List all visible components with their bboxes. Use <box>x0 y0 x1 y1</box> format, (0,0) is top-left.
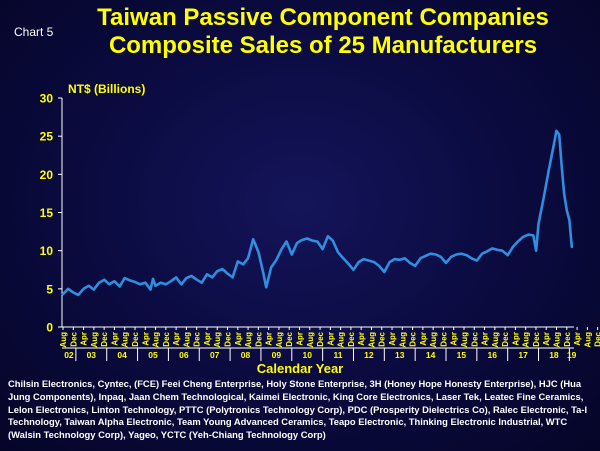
x-month-label: Aug <box>522 332 531 348</box>
x-month-label: Dec <box>409 331 418 346</box>
x-year-label: 13 <box>395 350 405 360</box>
x-year-label: 10 <box>302 350 312 360</box>
x-year-label: 16 <box>488 350 498 360</box>
x-year-label: 15 <box>457 350 467 360</box>
x-year-label: 18 <box>549 350 559 360</box>
x-month-label: Aug <box>121 332 130 348</box>
x-year-label: 08 <box>241 350 251 360</box>
x-month-label: Dec <box>594 331 600 346</box>
x-month-label: Dec <box>254 331 263 346</box>
x-month-label: Dec <box>193 331 202 346</box>
x-month-label: Apr <box>419 332 428 346</box>
x-year-label: 07 <box>210 350 220 360</box>
x-month-label: Apr <box>511 332 520 346</box>
x-month-label: Apr <box>141 332 150 346</box>
x-month-label: Dec <box>100 331 109 346</box>
y-tick-label: 15 <box>40 206 54 220</box>
x-year-label: 14 <box>426 350 436 360</box>
x-month-label: Aug <box>244 332 253 348</box>
x-month-label: Apr <box>110 332 119 346</box>
x-month-label: Apr <box>80 332 89 346</box>
x-month-label: Dec <box>532 331 541 346</box>
x-month-label: Apr <box>234 332 243 346</box>
x-month-label: Aug <box>398 332 407 348</box>
chart-title-line1: Taiwan Passive Component Companies <box>97 4 549 31</box>
chart-title: Taiwan Passive Component Companies Compo… <box>58 4 588 60</box>
x-month-label: Aug <box>306 332 315 348</box>
y-tick-label: 25 <box>40 130 54 144</box>
x-month-label: Apr <box>573 332 582 346</box>
x-month-label: Apr <box>203 332 212 346</box>
x-year-label: 17 <box>518 350 528 360</box>
y-tick-label: 5 <box>46 282 53 296</box>
x-month-label: Dec <box>378 331 387 346</box>
x-month-label: Aug <box>337 332 346 348</box>
y-tick-label: 30 <box>40 92 54 106</box>
x-month-label: Apr <box>542 332 551 346</box>
x-month-label: Dec <box>285 331 294 346</box>
chart-subtitle: Composite Sales of 25 Manufacturers <box>108 32 538 59</box>
x-month-label: Aug <box>491 332 500 348</box>
chart-number-label: Chart 5 <box>14 25 54 39</box>
x-month-label: Apr <box>326 332 335 346</box>
y-tick-label: 10 <box>40 244 54 258</box>
y-tick-label: 20 <box>40 168 54 182</box>
x-year-label: 05 <box>148 350 158 360</box>
x-year-label: 03 <box>87 350 97 360</box>
x-month-label: Aug <box>367 332 376 348</box>
y-tick-label: 0 <box>46 321 53 335</box>
x-year-label: 09 <box>272 350 282 360</box>
x-month-label: Dec <box>316 331 325 346</box>
x-year-label: 04 <box>117 350 127 360</box>
x-month-label: Dec <box>162 331 171 346</box>
x-month-label: Aug <box>213 332 222 348</box>
x-month-label: Aug <box>59 332 68 348</box>
x-month-label: Dec <box>131 331 140 346</box>
x-year-label: 06 <box>179 350 189 360</box>
x-month-label: Aug <box>182 332 191 348</box>
series-line-composite-sales <box>61 129 574 297</box>
manufacturer-footnote: Chilsin Electronics, Cyntec, (FCE) Feei … <box>8 378 588 441</box>
x-month-label: Aug <box>152 332 161 348</box>
x-month-label: Apr <box>295 332 304 346</box>
x-month-label: Dec <box>470 331 479 346</box>
x-month-label: Dec <box>501 331 510 346</box>
x-month-label: Apr <box>388 332 397 346</box>
x-month-label: Apr <box>450 332 459 346</box>
x-month-label: Aug <box>429 332 438 348</box>
x-axis-title: Calendar Year <box>256 361 344 376</box>
x-month-label: Aug <box>90 332 99 348</box>
x-year-label: 19 <box>567 350 577 360</box>
x-month-label: Aug <box>583 332 592 348</box>
x-month-label: Apr <box>481 332 490 346</box>
x-month-label: Dec <box>439 331 448 346</box>
x-month-label: Dec <box>224 331 233 346</box>
x-month-label: Aug <box>553 332 562 348</box>
x-month-label: Dec <box>563 331 572 346</box>
x-month-label: Apr <box>265 332 274 346</box>
x-month-label: Aug <box>275 332 284 348</box>
x-month-label: Aug <box>460 332 469 348</box>
x-year-label: 12 <box>364 350 374 360</box>
x-month-label: Dec <box>69 331 78 346</box>
x-year-label: 11 <box>334 350 343 360</box>
x-month-label: Apr <box>357 332 366 346</box>
x-year-label: 02 <box>64 350 74 360</box>
x-month-label: Apr <box>172 332 181 346</box>
y-axis-title: NT$ (Billions) <box>68 82 146 96</box>
x-month-label: Dec <box>347 331 356 346</box>
